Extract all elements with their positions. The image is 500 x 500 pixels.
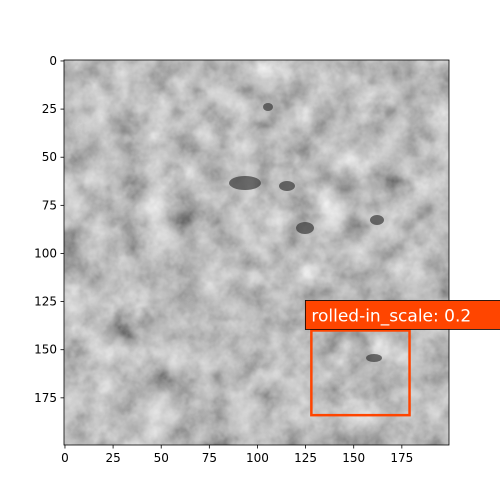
- axes-frame: [63, 59, 450, 446]
- y-tick-label: 175: [34, 391, 57, 405]
- x-tick-label: 75: [202, 451, 217, 465]
- x-tick-label: 150: [342, 451, 365, 465]
- y-tick-label: 50: [42, 150, 57, 164]
- y-tick-label: 75: [42, 198, 57, 212]
- x-tick-label: 100: [246, 451, 269, 465]
- x-tick-label: 25: [105, 451, 120, 465]
- label-background: [304, 300, 500, 330]
- box-label: rolled-in_scale: 0.2: [311, 306, 471, 326]
- y-tick-label: 150: [34, 343, 57, 357]
- image-texture: [64, 60, 449, 445]
- image-spots: [229, 103, 384, 362]
- y-tick-label: 125: [34, 295, 57, 309]
- plot-area: rolled-in_scale: 0.2: [63, 59, 500, 446]
- x-tick-label: 0: [61, 451, 69, 465]
- y-tick-label: 0: [49, 54, 57, 68]
- x-tick-label: 175: [390, 451, 413, 465]
- x-tick-label: 50: [154, 451, 169, 465]
- y-tick-label: 100: [34, 246, 57, 260]
- x-tick-label: 125: [294, 451, 317, 465]
- y-tick-label: 25: [42, 102, 57, 116]
- bounding-box: [310, 329, 411, 417]
